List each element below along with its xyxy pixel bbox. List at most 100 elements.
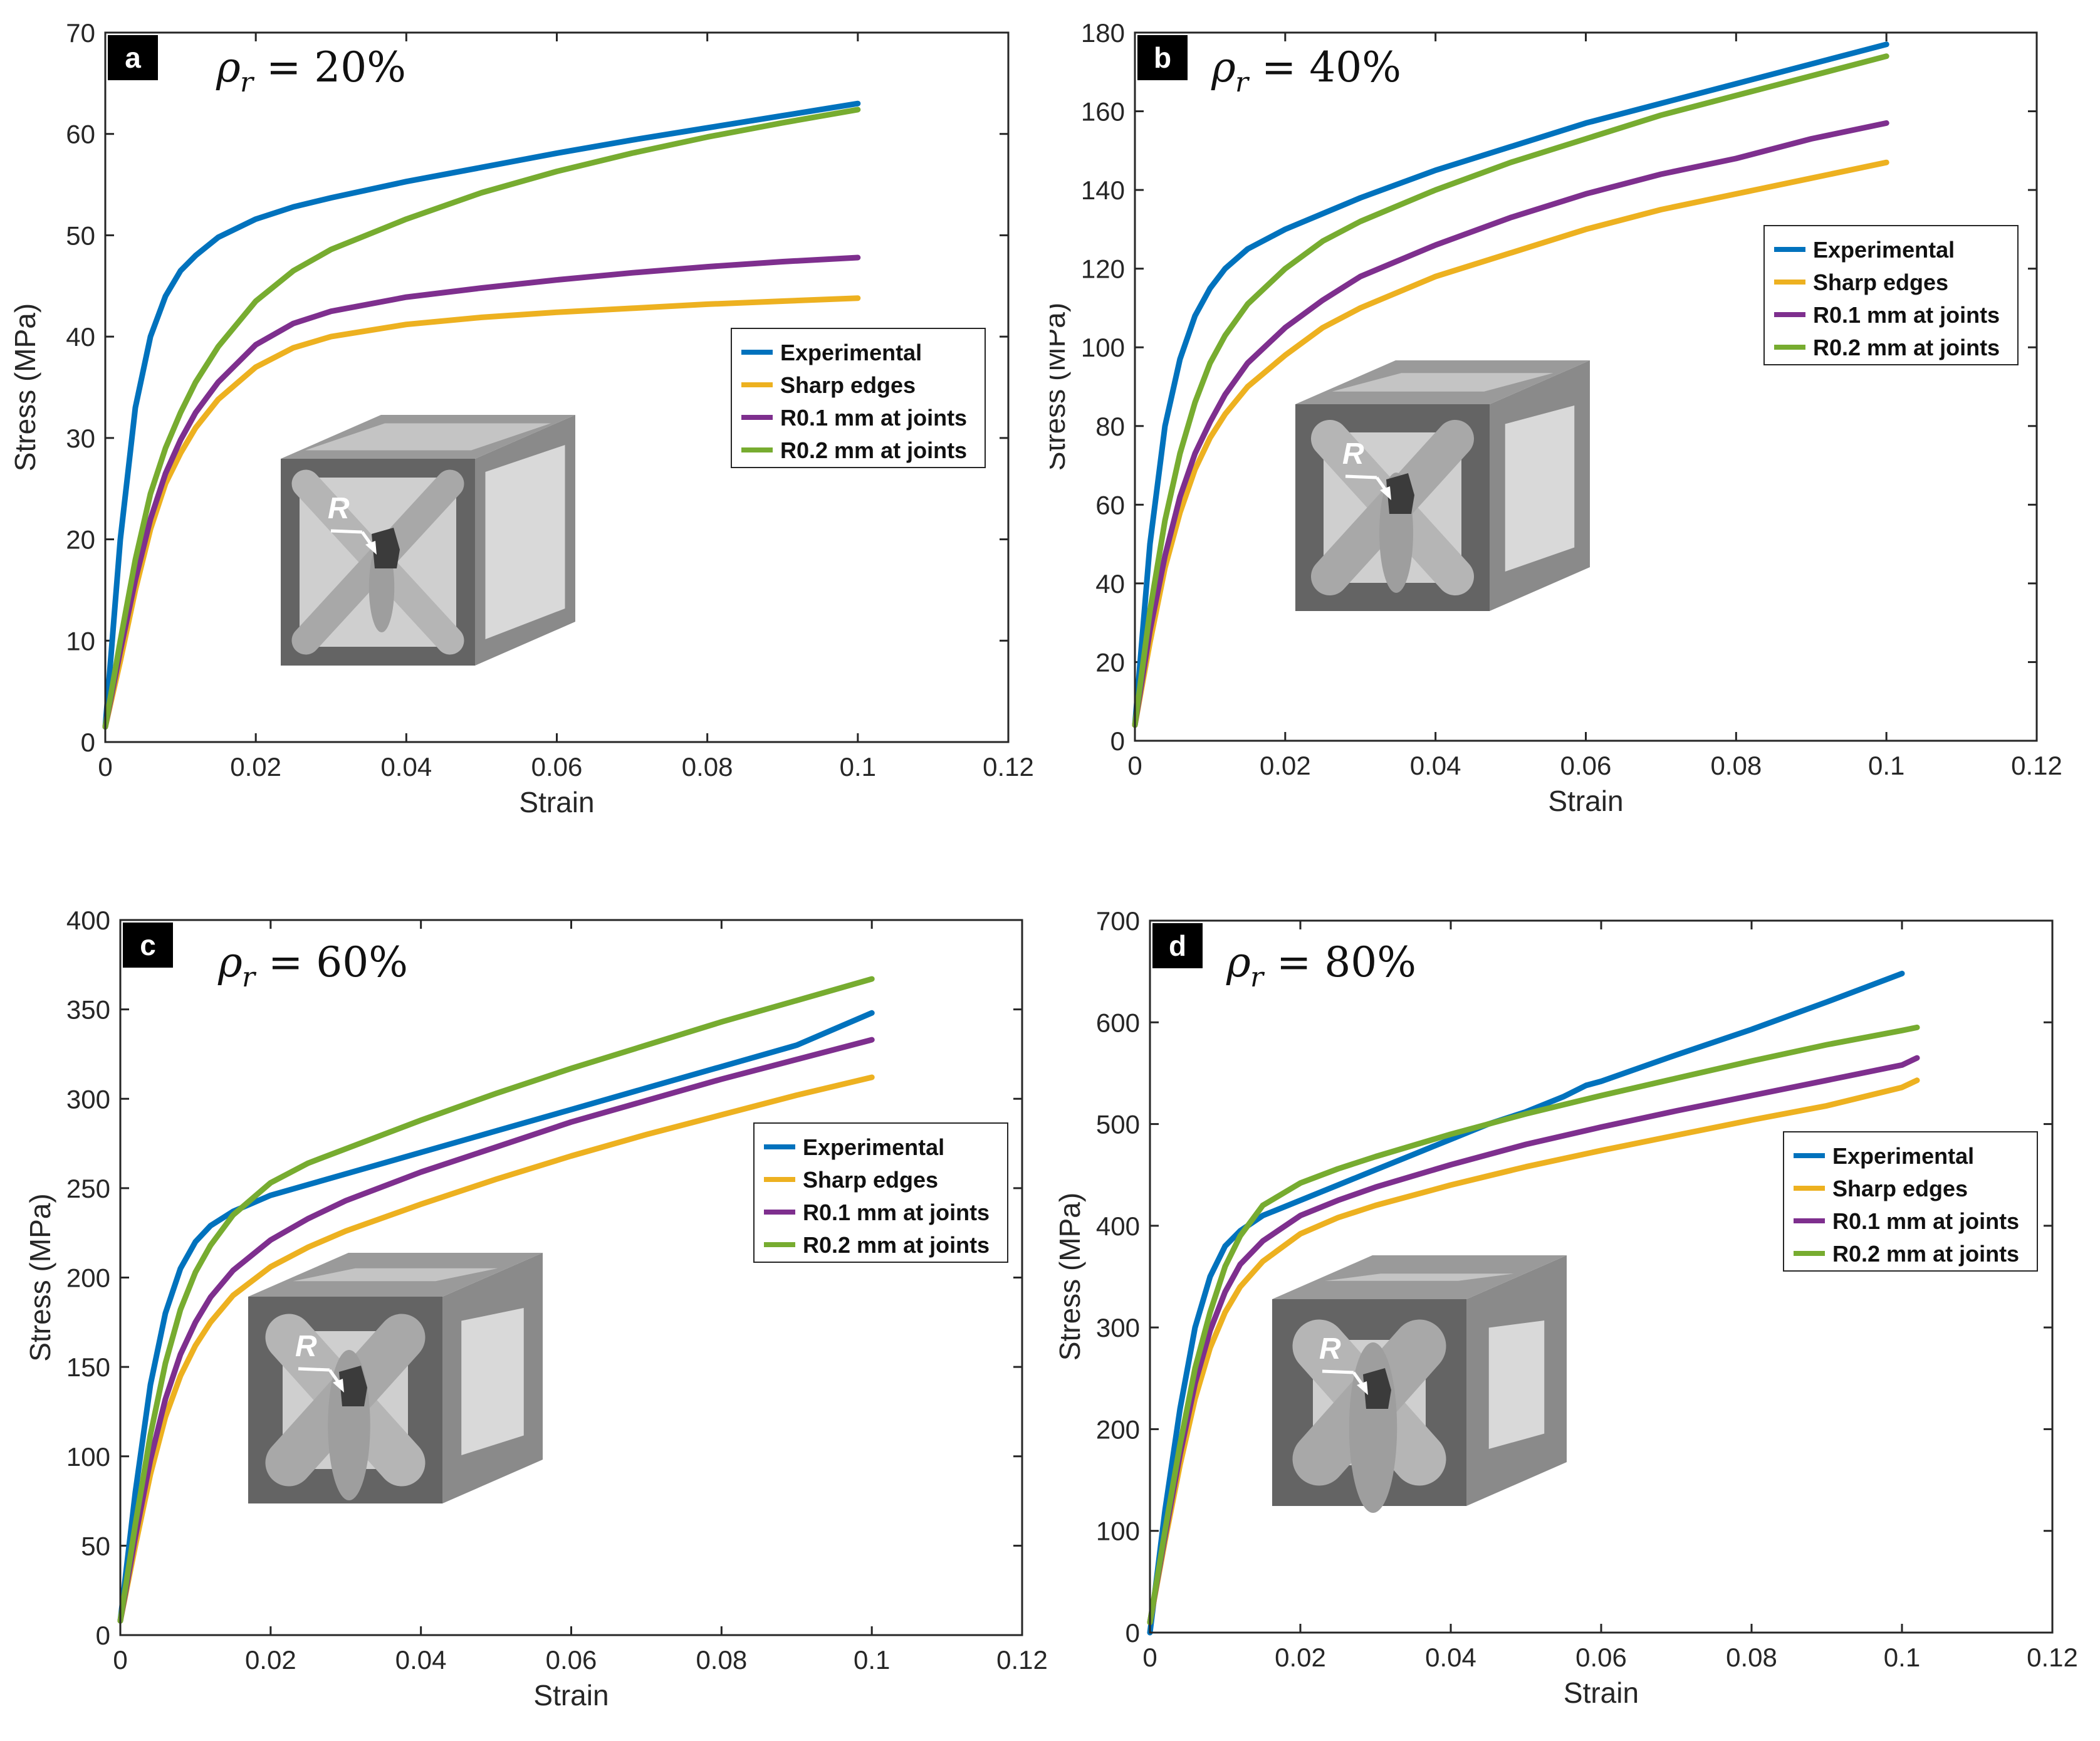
legend-label: Sharp edges <box>803 1167 938 1193</box>
y-tick-label: 100 <box>1096 1517 1140 1546</box>
panel-letter: a <box>125 41 141 74</box>
y-axis-label: Stress (MPa) <box>9 303 41 471</box>
series-line-r0-1-mm-at-joints <box>1132 120 1889 728</box>
x-tick-label: 0.04 <box>1410 751 1461 780</box>
radius-arrow-head <box>1380 486 1391 500</box>
y-axis-label: Stress (MPa) <box>1053 1193 1086 1361</box>
y-tick-label: 160 <box>1081 97 1125 127</box>
legend-label: R0.1 mm at joints <box>1832 1208 2019 1234</box>
axes-box <box>119 919 1023 1636</box>
panel-badge <box>1137 35 1188 80</box>
x-tick-label: 0.12 <box>2027 1643 2078 1672</box>
x-tick-label: 0.1 <box>840 752 876 782</box>
x-tick-label: 0.12 <box>2011 751 2062 780</box>
y-tick-label: 200 <box>1096 1414 1140 1444</box>
axes-box <box>1149 919 2054 1634</box>
series-line-r0-2-mm-at-joints <box>1132 53 1889 728</box>
legend-label: R0.2 mm at joints <box>803 1232 990 1258</box>
x-tick-label: 0.08 <box>682 752 733 782</box>
x-tick-label: 0.02 <box>230 752 281 782</box>
unit-cell-inset: R <box>1272 1255 1567 1513</box>
x-axis-label: Strain <box>533 1679 609 1712</box>
series-line-r0-1-mm-at-joints <box>117 1037 875 1624</box>
x-tick-label: 0 <box>1142 1643 1157 1672</box>
panel-b: 0 0.02 0.04 0.06 0.08 0.1 0.12 0 20 40 60 80 100 120 1… <box>1038 0 2100 859</box>
series-line-sharp-edges <box>117 1074 875 1624</box>
panel-badge <box>1152 923 1203 968</box>
density-value: = 20% <box>266 43 406 91</box>
unit-cell-inset: R <box>248 1253 543 1503</box>
radius-arrow-shaft <box>1322 1369 1354 1374</box>
axes-box <box>104 31 1010 743</box>
density-title: ρ r = 40% <box>1211 43 1401 98</box>
series-line-r0-2-mm-at-joints <box>117 976 875 1624</box>
x-tick-label: 0.08 <box>696 1645 747 1675</box>
y-tick-label: 400 <box>66 906 110 935</box>
y-tick-label: 0 <box>1110 726 1125 756</box>
y-tick-label: 0 <box>1126 1618 1140 1648</box>
x-tick-label: 0.12 <box>996 1645 1048 1675</box>
radius-arrow-head <box>365 541 377 555</box>
x-tick-label: 0.02 <box>1260 751 1311 780</box>
x-tick-label: 0 <box>98 752 112 782</box>
svg-text:r: r <box>240 66 255 98</box>
series-line-r0-1-mm-at-joints <box>1147 1055 1920 1626</box>
y-tick-label: 50 <box>81 1531 110 1561</box>
x-tick-label: 0.06 <box>1575 1643 1627 1672</box>
x-tick-label: 0.04 <box>1425 1643 1476 1672</box>
legend-box <box>1783 1131 2038 1272</box>
panel-letter: b <box>1154 41 1171 74</box>
legend-label: R0.1 mm at joints <box>1813 302 2000 328</box>
svg-text:r: r <box>1235 66 1250 98</box>
y-tick-label: 120 <box>1081 254 1125 284</box>
density-title: ρ r = 80% <box>1226 938 1416 993</box>
y-tick-label: 10 <box>66 626 95 656</box>
y-tick-label: 140 <box>1081 175 1125 205</box>
legend-label: Experimental <box>803 1134 944 1160</box>
y-tick-label: 150 <box>66 1352 110 1382</box>
legend-label: Experimental <box>780 340 922 365</box>
y-tick-label: 30 <box>66 424 95 453</box>
x-tick-label: 0.02 <box>1275 1643 1326 1672</box>
series-line-sharp-edges <box>1132 159 1889 728</box>
y-tick-label: 100 <box>1081 333 1125 362</box>
density-value: = 40% <box>1262 43 1401 91</box>
legend-label: R0.2 mm at joints <box>1813 335 2000 360</box>
chart-d: 0 0.02 0.04 0.06 0.08 0.1 0.12 0 100 200 300 400 500… <box>1053 906 2078 1709</box>
legend-label: R0.2 mm at joints <box>1832 1241 2019 1267</box>
legend-label: R0.1 mm at joints <box>780 405 967 431</box>
svg-text:ρ: ρ <box>216 43 241 91</box>
x-tick-label: 0.08 <box>1710 751 1762 780</box>
unit-cell-inset: R <box>1295 360 1590 611</box>
svg-text:ρ: ρ <box>1211 43 1236 91</box>
panel-a: 0 0.02 0.04 0.06 0.08 0.1 0.12 0 10 20 30 40 50 60 70 … <box>0 0 1050 859</box>
y-tick-label: 300 <box>66 1084 110 1114</box>
x-tick-label: 0.02 <box>245 1645 296 1675</box>
legend-box <box>1763 225 2019 365</box>
density-value: = 60% <box>268 938 408 986</box>
y-tick-label: 60 <box>66 120 95 149</box>
svg-text:ρ: ρ <box>217 938 243 986</box>
radius-arrow-shaft <box>330 529 363 534</box>
chart-b: 0 0.02 0.04 0.06 0.08 0.1 0.12 0 20 40 60 80 100 120 1… <box>1038 18 2062 817</box>
series-line-experimental <box>117 1010 875 1624</box>
panel-c: 0 0.02 0.04 0.06 0.08 0.1 0.12 0 50 100 150 200 250 3… <box>0 879 1050 1738</box>
radius-label: R <box>1342 437 1364 471</box>
legend: Experimental Sharp edges R0.1 mm at joints… <box>731 328 986 468</box>
unit-cell-inset: R <box>281 415 575 666</box>
y-tick-label: 0 <box>81 728 95 757</box>
series-line-r0-1-mm-at-joints <box>102 254 861 730</box>
series-line-experimental <box>1147 970 1905 1636</box>
chart-a: 0 0.02 0.04 0.06 0.08 0.1 0.12010203040506070 … <box>9 18 1034 818</box>
legend-label: Sharp edges <box>1813 269 1948 295</box>
legend-box <box>731 328 986 468</box>
legend-label: Experimental <box>1832 1143 1974 1169</box>
x-tick-label: 0 <box>1127 751 1142 780</box>
axes-box <box>1134 31 2038 742</box>
y-tick-label: 300 <box>1096 1313 1140 1342</box>
y-tick-label: 100 <box>66 1442 110 1472</box>
y-tick-label: 20 <box>66 525 95 555</box>
radius-arrow-shaft <box>298 1367 330 1372</box>
y-tick-label: 600 <box>1096 1008 1140 1037</box>
x-tick-label: 0.06 <box>531 752 583 782</box>
